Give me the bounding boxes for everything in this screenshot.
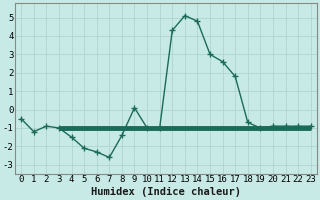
X-axis label: Humidex (Indice chaleur): Humidex (Indice chaleur) (91, 187, 241, 197)
